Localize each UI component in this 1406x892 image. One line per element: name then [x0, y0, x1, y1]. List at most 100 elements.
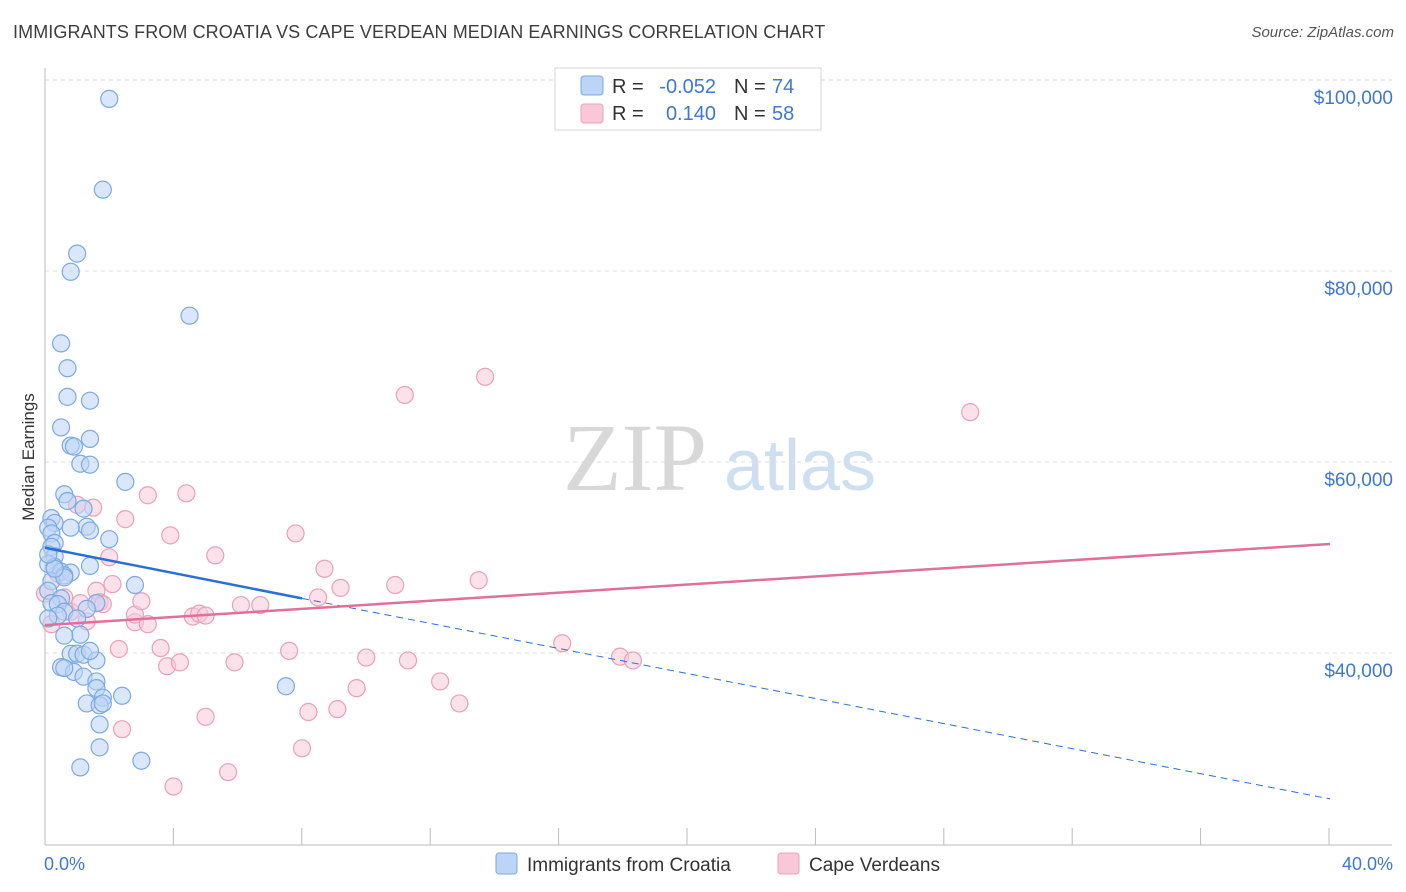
- cape-verdean-point-26: [177, 484, 196, 503]
- y-tick-labels: $40,000 $60,000 $80,000 $100,000: [1314, 88, 1393, 682]
- croatia-point-3: [61, 262, 80, 281]
- croatia-point-68: [132, 751, 151, 770]
- croatia-point-17: [58, 491, 77, 511]
- gridlines: [45, 79, 1392, 654]
- croatia-point-23: [61, 518, 80, 537]
- x-tick-labels: 0.0% 40.0%: [44, 854, 1393, 874]
- watermark: ZIP atlas: [563, 404, 876, 511]
- cape-verdean-point-50: [450, 694, 469, 713]
- cape-verdean-point-41: [315, 559, 334, 578]
- croatia-point-9: [51, 418, 71, 437]
- croatia-point-62: [112, 686, 132, 705]
- cape-verdean-point-56: [961, 403, 980, 422]
- legend-r-label-1: R =: [612, 76, 644, 98]
- y-tick-label-2: $80,000: [1324, 279, 1393, 300]
- legend-r-value-1: -0.052: [659, 76, 716, 98]
- croatia-point-60: [276, 677, 296, 696]
- cape-verdean-point-35: [251, 595, 270, 615]
- cape-verdean-point-15: [116, 510, 135, 529]
- bottom-legend-swatch-blue: [495, 852, 518, 875]
- croatia-point-70: [55, 658, 74, 678]
- croatia-point-69: [71, 758, 90, 777]
- legend-r-value-2: 0.140: [666, 103, 716, 125]
- cape-verdean-point-23: [161, 526, 180, 545]
- watermark-atlas: atlas: [724, 426, 876, 506]
- legend-n-label-2: N =: [734, 103, 766, 125]
- cape-verdean-point-18: [132, 592, 151, 611]
- bottom-legend-label-cape-verdeans: Cape Verdeans: [809, 855, 940, 876]
- croatia-point-71: [80, 641, 100, 661]
- croatia-point-4: [180, 306, 199, 325]
- source-label: Source: ZipAtlas.com: [1251, 24, 1394, 41]
- cape-verdean-point-44: [347, 679, 366, 698]
- croatia-point-5: [51, 334, 71, 353]
- cape-verdean-point-21: [151, 638, 170, 658]
- legend-swatch-blue: [580, 75, 604, 96]
- croatia-trend-line: [44, 546, 303, 600]
- croatia-point-26: [100, 530, 119, 549]
- bottom-legend-label-croatia: Immigrants from Croatia: [527, 855, 731, 876]
- croatia-point-8: [80, 391, 100, 410]
- cape-verdean-point-43: [328, 700, 347, 719]
- croatia-point-38: [125, 575, 145, 595]
- legend-n-value-1: 74: [772, 76, 794, 98]
- bottom-legend-swatch-pink: [777, 852, 800, 875]
- croatia-point-49: [71, 625, 90, 644]
- series-legend: Immigrants from Croatia Cape Verdeans: [495, 852, 940, 876]
- croatia-point-14: [80, 455, 100, 474]
- cape-verdean-point-48: [398, 651, 418, 670]
- croatia-point-65: [93, 694, 112, 713]
- cape-verdean-point-32: [219, 763, 238, 782]
- croatia-point-32: [80, 556, 100, 576]
- legend-r-label-2: R =: [612, 103, 644, 125]
- x-tick-label-1: 40.0%: [1342, 854, 1393, 874]
- legend-n-value-2: 58: [772, 103, 794, 125]
- cape-verdean-point-51: [469, 571, 488, 590]
- croatia-point-6: [58, 359, 77, 378]
- cape-verdean-point-14: [112, 720, 132, 739]
- x-axis-ticks: [172, 828, 1330, 845]
- cape-verdean-point-20: [138, 486, 157, 505]
- x-tick-label-0: 0.0%: [44, 854, 85, 874]
- croatia-points: [39, 89, 296, 777]
- trend-lines: [44, 542, 1331, 800]
- y-axis-label: Median Earnings: [19, 393, 38, 521]
- croatia-point-7: [58, 387, 77, 406]
- cape-verdean-point-13: [109, 639, 128, 659]
- croatia-point-12: [64, 437, 84, 456]
- cape-verdean-point-30: [196, 707, 215, 726]
- cape-verdean-trend-line: [44, 542, 1331, 627]
- croatia-point-24: [80, 521, 100, 540]
- chart-title: IMMIGRANTS FROM CROATIA VS CAPE VERDEAN …: [13, 22, 826, 42]
- croatia-trend-line-extension: [301, 597, 1331, 800]
- croatia-point-1: [93, 180, 112, 199]
- cape-verdean-point-55: [623, 651, 642, 670]
- cape-verdean-point-45: [357, 648, 376, 667]
- cape-verdean-point-39: [299, 702, 318, 722]
- cape-verdean-point-53: [553, 634, 572, 653]
- correlation-legend: R = -0.052 N = 74 R = 0.140 N = 58: [554, 67, 822, 131]
- watermark-zip: ZIP: [563, 404, 707, 511]
- cape-verdean-point-24: [164, 777, 183, 796]
- cape-verdean-point-34: [231, 595, 251, 615]
- cape-verdean-point-36: [280, 641, 299, 661]
- croatia-point-50: [55, 626, 74, 645]
- cape-verdean-point-52: [476, 367, 495, 386]
- cape-verdean-point-33: [225, 653, 244, 672]
- legend-swatch-pink: [580, 103, 604, 124]
- croatia-point-2: [68, 244, 87, 263]
- croatia-point-10: [80, 429, 100, 448]
- y-tick-label-0: $40,000: [1324, 661, 1393, 682]
- croatia-point-15: [116, 472, 135, 491]
- cape-verdean-point-40: [308, 588, 328, 607]
- croatia-point-47: [39, 609, 58, 628]
- cape-verdean-point-42: [331, 578, 350, 597]
- cape-verdean-point-38: [292, 739, 312, 758]
- croatia-point-67: [90, 738, 109, 757]
- croatia-point-18: [74, 499, 93, 518]
- cape-verdean-point-49: [431, 672, 450, 691]
- croatia-point-66: [90, 715, 109, 734]
- cape-verdean-point-47: [395, 385, 414, 405]
- cape-verdean-point-31: [206, 546, 225, 565]
